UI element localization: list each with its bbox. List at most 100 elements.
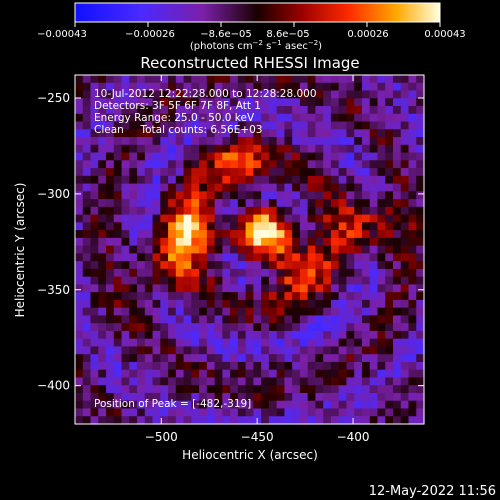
heatmap-pixel — [377, 330, 386, 340]
heatmap-pixel — [75, 253, 84, 262]
heatmap-pixel — [385, 183, 394, 192]
heatmap-pixel — [253, 98, 262, 107]
heatmap-pixel — [416, 400, 425, 410]
heatmap-pixel — [152, 284, 161, 293]
heatmap-pixel — [121, 299, 130, 309]
heatmap-pixel — [82, 276, 92, 285]
heatmap-pixel — [276, 82, 285, 92]
heatmap-pixel — [230, 369, 239, 379]
heatmap-pixel — [75, 191, 84, 200]
heatmap-pixel — [199, 268, 208, 278]
heatmap-pixel — [268, 323, 278, 332]
heatmap-pixel — [121, 276, 130, 285]
heatmap-pixel — [292, 168, 301, 177]
heatmap-pixel — [106, 369, 115, 379]
heatmap-pixel — [121, 346, 130, 355]
heatmap-pixel — [160, 183, 169, 192]
heatmap-pixel — [253, 385, 262, 394]
heatmap-pixel — [129, 152, 138, 161]
heatmap-pixel — [323, 392, 332, 402]
heatmap-pixel — [400, 199, 410, 208]
heatmap-pixel — [82, 75, 92, 84]
heatmap-pixel — [361, 323, 371, 332]
heatmap-pixel — [82, 82, 92, 92]
heatmap-pixel — [237, 268, 247, 278]
heatmap-pixel — [354, 346, 363, 355]
heatmap-pixel — [400, 121, 410, 130]
heatmap-pixel — [82, 330, 92, 340]
heatmap-pixel — [90, 299, 99, 309]
heatmap-pixel — [183, 408, 192, 417]
heatmap-pixel — [199, 206, 208, 216]
x-axis-ticks: −500 −450 −400 — [145, 75, 370, 444]
heatmap-pixel — [261, 408, 270, 417]
heatmap-pixel — [121, 408, 130, 417]
heatmap-pixel — [160, 261, 169, 270]
heatmap-pixel — [261, 416, 270, 425]
heatmap-pixel — [160, 330, 169, 340]
heatmap-pixel — [237, 253, 247, 262]
heatmap-pixel — [121, 75, 130, 84]
heatmap-pixel — [253, 191, 262, 200]
heatmap-pixel — [408, 90, 417, 99]
heatmap-pixel — [191, 121, 200, 130]
heatmap-pixel — [106, 191, 115, 200]
heatmap-pixel — [168, 121, 177, 130]
heatmap-pixel — [338, 230, 348, 239]
heatmap-pixel — [90, 392, 99, 402]
heatmap-pixel — [90, 144, 99, 154]
annotation-time-range: 10-Jul-2012 12:22:28.000 to 12:28:28.000 — [94, 88, 317, 100]
heatmap-pixel — [82, 354, 92, 363]
heatmap-pixel — [299, 307, 309, 317]
heatmap-pixel — [175, 90, 185, 99]
heatmap-pixel — [168, 268, 177, 278]
heatmap-pixel — [323, 323, 332, 332]
heatmap-pixel — [346, 408, 355, 417]
heatmap-pixel — [261, 129, 270, 138]
heatmap-pixel — [323, 276, 332, 285]
heatmap-pixel — [75, 354, 84, 363]
heatmap-pixel — [354, 160, 363, 169]
heatmap-pixel — [377, 416, 386, 425]
heatmap-pixel — [361, 230, 371, 239]
heatmap-pixel — [292, 369, 301, 379]
heatmap-pixel — [237, 160, 247, 169]
heatmap-pixel — [315, 276, 324, 285]
heatmap-pixel — [408, 354, 417, 363]
heatmap-pixel — [206, 214, 216, 223]
heatmap-pixel — [338, 75, 348, 84]
heatmap-pixel — [175, 206, 185, 216]
heatmap-pixel — [199, 330, 208, 340]
heatmap-pixel — [408, 237, 417, 247]
heatmap-pixel — [369, 168, 379, 177]
heatmap-pixel — [168, 253, 177, 262]
heatmap-pixel — [408, 168, 417, 177]
heatmap-pixel — [299, 129, 309, 138]
heatmap-pixel — [315, 121, 324, 130]
heatmap-pixel — [315, 129, 324, 138]
heatmap-pixel — [113, 199, 123, 208]
heatmap-pixel — [299, 206, 309, 216]
heatmap-pixel — [292, 307, 301, 317]
heatmap-pixel — [284, 129, 293, 138]
heatmap-pixel — [253, 400, 262, 410]
heatmap-pixel — [183, 253, 192, 262]
heatmap-pixel — [276, 137, 285, 146]
heatmap-pixel — [75, 416, 84, 425]
heatmap-pixel — [416, 230, 425, 239]
heatmap-pixel — [268, 113, 278, 123]
heatmap-pixel — [330, 400, 340, 410]
heatmap-pixel — [214, 354, 223, 363]
heatmap-pixel — [307, 307, 317, 317]
heatmap-pixel — [106, 206, 115, 216]
heatmap-pixel — [168, 206, 177, 216]
heatmap-pixel — [408, 315, 417, 324]
heatmap-pixel — [144, 168, 154, 177]
heatmap-pixel — [82, 245, 92, 254]
heatmap-pixel — [284, 82, 293, 92]
heatmap-pixel — [160, 230, 169, 239]
heatmap-pixel — [82, 385, 92, 394]
heatmap-pixel — [75, 338, 84, 348]
heatmap-pixel — [369, 284, 379, 293]
heatmap-pixel — [113, 222, 123, 231]
